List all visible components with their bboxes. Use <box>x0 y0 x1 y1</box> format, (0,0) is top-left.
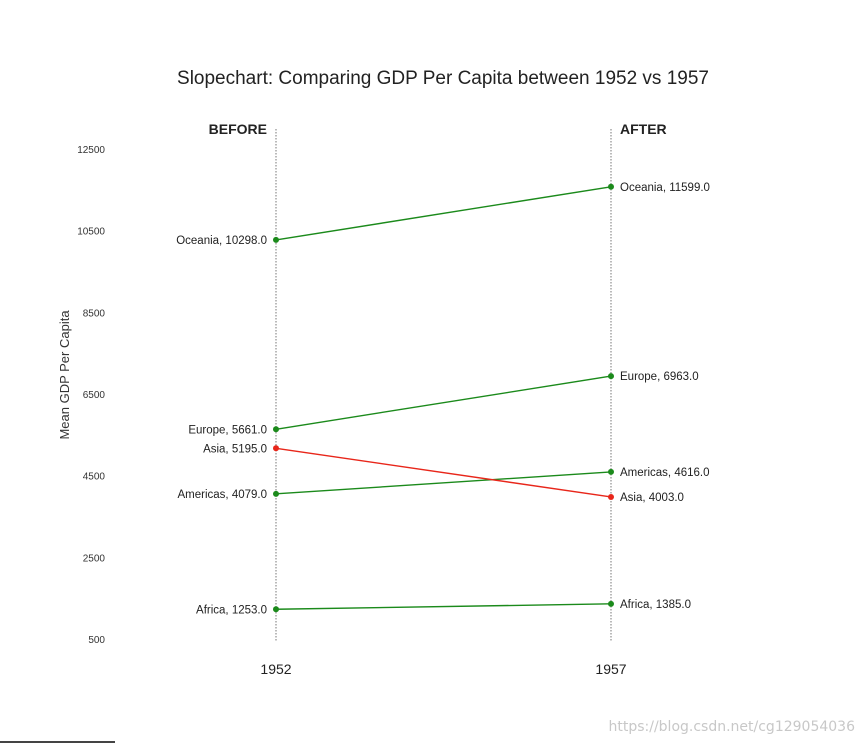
slope-line-europe <box>275 375 612 430</box>
chart-title: Slopechart: Comparing GDP Per Capita bet… <box>177 68 709 89</box>
point-asia-left <box>273 445 279 452</box>
after-heading: AFTER <box>620 121 667 137</box>
y-tick-label: 2500 <box>83 553 106 564</box>
before-heading: BEFORE <box>209 121 267 137</box>
y-tick-label: 6500 <box>83 390 106 401</box>
y-tick-label: 4500 <box>83 472 106 483</box>
series-group: Africa, 1253.0 Africa, 1385.0 Americas, 40… <box>176 182 710 616</box>
point-oceania-left <box>273 236 279 243</box>
x-tick-1952: 1952 <box>260 661 291 677</box>
label-oceania-1952: Oceania, 10298.0 <box>176 235 267 247</box>
y-tick-label: 12500 <box>77 145 105 156</box>
slope-line-asia <box>275 447 612 498</box>
point-oceania-right <box>608 183 614 190</box>
y-tick-label: 500 <box>88 635 105 646</box>
point-europe-right <box>608 373 614 380</box>
y-ticks: 500 2500 4500 6500 8500 10500 12500 <box>77 145 105 646</box>
point-americas-left <box>273 490 279 497</box>
point-asia-right <box>608 493 614 500</box>
y-tick-label: 10500 <box>77 227 105 238</box>
label-africa-1952: Africa, 1253.0 <box>196 604 267 616</box>
point-americas-right <box>608 468 614 475</box>
x-tick-1957: 1957 <box>595 661 626 677</box>
y-tick-label: 8500 <box>83 308 106 319</box>
label-oceania-1957: Oceania, 11599.0 <box>620 182 710 194</box>
point-africa-left <box>273 606 279 613</box>
slope-line-oceania <box>275 186 612 241</box>
point-africa-right <box>608 600 614 607</box>
label-asia-1952: Asia, 5195.0 <box>203 443 267 455</box>
label-americas-1957: Americas, 4616.0 <box>620 467 710 479</box>
label-americas-1952: Americas, 4079.0 <box>178 489 268 501</box>
slope-line-americas <box>275 471 612 495</box>
label-europe-1957: Europe, 6963.0 <box>620 371 699 383</box>
y-axis-label: Mean GDP Per Capita <box>57 310 72 440</box>
label-europe-1952: Europe, 5661.0 <box>188 424 267 436</box>
point-europe-left <box>273 426 279 433</box>
label-asia-1957: Asia, 4003.0 <box>620 492 684 504</box>
watermark: https://blog.csdn.net/cg129054036 <box>608 719 855 735</box>
label-africa-1957: Africa, 1385.0 <box>620 599 691 611</box>
bottom-bar <box>0 741 115 743</box>
slope-line-africa <box>275 603 612 610</box>
